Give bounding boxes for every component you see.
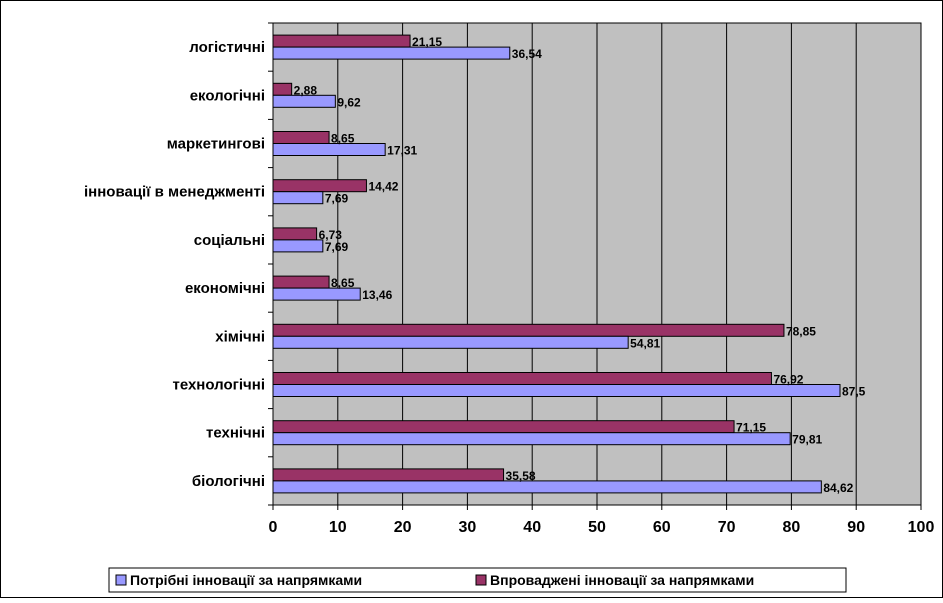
data-label: 9,62 [337, 95, 361, 109]
x-tick-label: 40 [523, 519, 541, 536]
x-tick-label: 20 [394, 519, 412, 536]
x-tick-label: 60 [653, 519, 671, 536]
data-label: 14,42 [368, 180, 398, 194]
category-label: соціальні [194, 232, 265, 249]
legend-swatch [475, 574, 487, 586]
legend-swatch [115, 574, 127, 586]
bar [272, 179, 367, 193]
category-label: інновації в менеджменті [84, 184, 265, 201]
category-label: економічні [185, 280, 265, 297]
bar [272, 432, 791, 446]
x-tick-label: 90 [847, 519, 865, 536]
data-label: 2,88 [294, 83, 318, 97]
category-label: логістичні [189, 39, 265, 56]
data-label: 84,62 [823, 481, 853, 495]
data-label: 7,69 [325, 240, 349, 254]
bar [272, 82, 293, 96]
data-label: 36,54 [512, 47, 542, 61]
bar [272, 131, 330, 144]
bar [272, 191, 324, 205]
data-label: 78,85 [786, 324, 816, 338]
x-tick-label: 100 [908, 519, 935, 536]
x-tick-label: 50 [588, 519, 606, 536]
bar [272, 46, 511, 60]
bar [272, 420, 735, 434]
category-label: технічні [206, 425, 265, 442]
data-label: 21,15 [412, 35, 442, 49]
x-axis: 0 10 20 30 40 50 60 70 80 90 100 [269, 504, 935, 536]
x-tick-label: 30 [459, 519, 477, 536]
x-tick-label: 80 [783, 519, 801, 536]
category-label: екологічні [190, 87, 265, 104]
legend-label: Впроваджені інновації за напрямками [490, 572, 754, 588]
data-label: 54,81 [630, 336, 660, 350]
legend-label: Потрібні інновації за напрямками [130, 572, 362, 588]
data-label: 17,31 [387, 144, 417, 158]
data-label: 8,65 [331, 132, 355, 146]
x-tick-label: 10 [329, 519, 347, 536]
legend: Потрібні інновації за напрямками Впровадж… [108, 567, 847, 593]
data-label: 6,73 [319, 228, 343, 242]
bar [272, 480, 822, 494]
category-label: технологічні [172, 377, 265, 394]
bar [272, 94, 336, 108]
bar [272, 275, 330, 289]
bar [272, 384, 841, 397]
data-labels: 21,1536,542,889,628,6517,3114,427,696,73… [294, 35, 866, 495]
category-label: хімічні [215, 328, 265, 345]
x-tick-label: 0 [269, 519, 278, 536]
bar [272, 34, 411, 48]
category-label: біологічні [192, 473, 265, 490]
bars [272, 34, 841, 494]
data-label: 79,81 [792, 433, 822, 447]
data-label: 87,5 [842, 385, 866, 399]
bar [272, 287, 361, 301]
bar [272, 323, 785, 337]
x-tick-label: 70 [718, 519, 736, 536]
category-label: маркетингові [167, 136, 265, 153]
bar [272, 239, 324, 253]
data-label: 7,69 [325, 192, 349, 206]
bar [272, 227, 318, 241]
bar [272, 372, 772, 385]
data-label: 35,58 [506, 469, 536, 483]
y-axis: логістичні екологічні маркетингові інноваці… [84, 22, 274, 506]
data-label: 8,65 [331, 276, 355, 290]
bar [272, 468, 505, 482]
bar [272, 143, 386, 156]
data-label: 13,46 [362, 288, 392, 302]
data-label: 71,15 [736, 421, 766, 435]
bar [272, 335, 629, 349]
data-label: 76,92 [773, 373, 803, 387]
